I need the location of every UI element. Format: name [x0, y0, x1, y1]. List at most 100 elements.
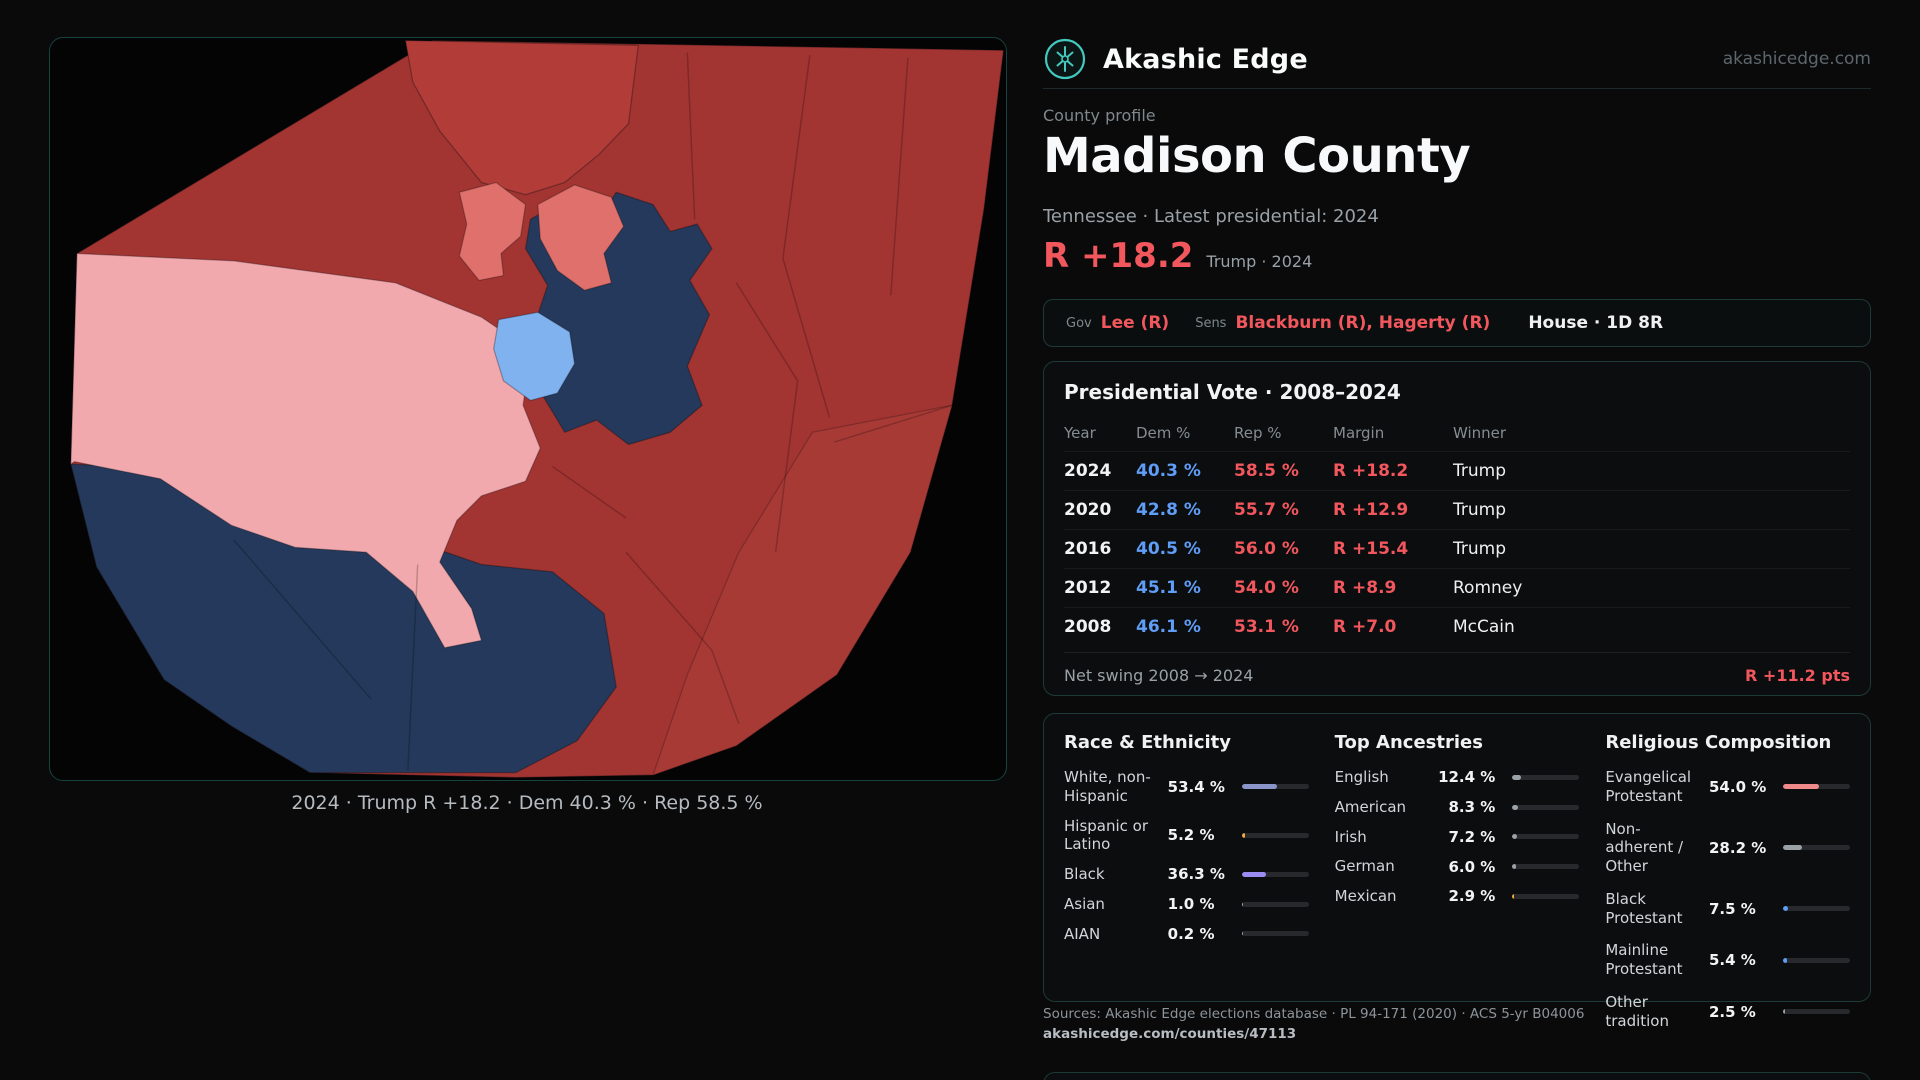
stat-value: 7.5 % — [1709, 899, 1756, 918]
stat-label: American — [1334, 797, 1407, 816]
stat-bar — [1783, 845, 1850, 851]
cell-winner: Trump — [1453, 539, 1507, 559]
stat-bar — [1783, 906, 1850, 911]
stat-label: Irish — [1334, 827, 1367, 846]
cell-rep: 54.0 % — [1234, 578, 1299, 598]
stat-row: AIAN 0.2 % — [1064, 925, 1309, 944]
religion-column: Religious Composition Evangelical Protes… — [1605, 732, 1850, 1044]
cell-year: 2008 — [1064, 617, 1112, 637]
stat-row: German 6.0 % — [1335, 857, 1580, 876]
ancestries-column-title: Top Ancestries — [1334, 732, 1483, 753]
cell-margin: R +7.0 — [1333, 617, 1397, 637]
cell-year: 2016 — [1064, 539, 1112, 559]
stat-value: 36.3 % — [1167, 865, 1225, 884]
net-swing-value: R +11.2 pts — [1745, 666, 1850, 685]
sens-value: Blackburn (R), Hagerty (R) — [1235, 313, 1491, 333]
stat-row: Hispanic or Latino 5.2 % — [1064, 817, 1309, 855]
stat-bar — [1512, 804, 1580, 810]
stat-label: AIAN — [1064, 924, 1101, 943]
sens-label: Sens — [1195, 315, 1227, 331]
stat-row: Non-adherent / Other 28.2 % — [1605, 820, 1850, 876]
kicker-label: County profile — [1043, 106, 1156, 125]
latest-margin-note: Trump · 2024 — [1206, 252, 1313, 271]
stat-row: Black 36.3 % — [1064, 865, 1309, 884]
akashic-edge-logo-icon — [1044, 38, 1086, 80]
stat-value: 7.2 % — [1448, 827, 1496, 846]
stat-value: 53.4 % — [1167, 777, 1225, 796]
stat-row: American 8.3 % — [1335, 798, 1580, 817]
net-swing-row: Net swing 2008 → 2024 R +11.2 pts — [1064, 652, 1850, 685]
region-southeast-rep — [652, 404, 953, 777]
cell-dem: 40.5 % — [1136, 539, 1201, 559]
cell-rep: 55.7 % — [1234, 500, 1299, 520]
table-row: 2016 40.5 % 56.0 % R +15.4 Trump — [1064, 529, 1850, 568]
stat-row: Mexican 2.9 % — [1335, 887, 1580, 906]
stat-value: 1.0 % — [1167, 895, 1215, 914]
table-row: 2012 45.1 % 54.0 % R +8.9 Romney — [1064, 568, 1850, 607]
stat-label: Asian — [1064, 894, 1105, 913]
stat-value: 12.4 % — [1438, 768, 1496, 787]
page-title: Madison County — [1043, 128, 1471, 184]
stat-label: Black — [1064, 865, 1105, 883]
cell-dem: 45.1 % — [1136, 578, 1201, 598]
county-precinct-map-panel — [49, 37, 1007, 781]
cell-margin: R +8.9 — [1333, 578, 1397, 598]
stat-label: German — [1334, 857, 1395, 876]
site-link[interactable]: akashicedge.com — [1722, 49, 1871, 69]
table-row: 2024 40.3 % 58.5 % R +18.2 Trump — [1064, 451, 1850, 490]
cell-rep: 58.5 % — [1234, 461, 1299, 481]
presidential-card-title: Presidential Vote · 2008–2024 — [1064, 380, 1401, 404]
precinct-boundary-lines — [233, 52, 953, 771]
gov-label: Gov — [1066, 315, 1092, 331]
stat-label: Evangelical Protestant — [1605, 768, 1692, 805]
region-salmon-right — [537, 184, 625, 291]
sources-permalink[interactable]: akashicedge.com/counties/47113 — [1043, 1026, 1297, 1042]
stat-bar — [1241, 832, 1309, 838]
stat-value: 54.0 % — [1709, 777, 1767, 796]
stat-bar — [1241, 784, 1309, 790]
col-winner: Winner — [1453, 424, 1507, 442]
cell-year: 2020 — [1064, 500, 1112, 520]
cell-dem: 42.8 % — [1136, 500, 1201, 520]
cell-winner: Romney — [1453, 578, 1523, 598]
next-section-card — [1043, 1072, 1871, 1080]
cell-winner: Trump — [1453, 500, 1507, 520]
sources-line: Sources: Akashic Edge elections database… — [1043, 1006, 1585, 1022]
stat-row: White, non-Hispanic 53.4 % — [1064, 768, 1309, 806]
brand-name: Akashic Edge — [1103, 43, 1308, 75]
stat-value: 6.0 % — [1448, 857, 1496, 876]
stat-label: White, non-Hispanic — [1064, 768, 1151, 805]
demographics-card: Race & Ethnicity White, non-Hispanic 53.… — [1043, 713, 1871, 1030]
stat-value: 2.5 % — [1709, 1002, 1756, 1021]
ancestries-column: Top Ancestries English 12.4 % American 8… — [1335, 732, 1580, 1044]
cell-margin: R +18.2 — [1333, 461, 1409, 481]
stat-bar — [1783, 784, 1850, 790]
stat-bar — [1241, 901, 1309, 907]
stat-bar — [1512, 774, 1580, 780]
cell-dem: 46.1 % — [1136, 617, 1201, 637]
stat-value: 5.4 % — [1709, 951, 1756, 969]
cell-margin: R +12.9 — [1333, 500, 1409, 520]
region-light-blue-dem — [493, 311, 576, 402]
stat-row: English 12.4 % — [1335, 768, 1580, 787]
net-swing-label: Net swing 2008 → 2024 — [1064, 666, 1254, 685]
stat-label: Mainline Protestant — [1605, 941, 1683, 978]
stat-bar — [1512, 864, 1580, 870]
race-ethnicity-column: Race & Ethnicity White, non-Hispanic 53.… — [1064, 732, 1309, 1044]
stat-value: 28.2 % — [1709, 838, 1767, 857]
stat-row: Irish 7.2 % — [1335, 828, 1580, 847]
cell-winner: Trump — [1453, 461, 1507, 481]
stat-row: Evangelical Protestant 54.0 % — [1605, 768, 1850, 806]
table-row: 2008 46.1 % 53.1 % R +7.0 McCain — [1064, 607, 1850, 646]
region-salmon-left — [458, 181, 527, 282]
map-caption: 2024 · Trump R +18.2 · Dem 40.3 % · Rep … — [291, 792, 763, 814]
stat-value: 0.2 % — [1167, 924, 1215, 943]
stat-bar — [1783, 1009, 1850, 1014]
cell-dem: 40.3 % — [1136, 461, 1201, 481]
latest-margin-row: R +18.2 Trump · 2024 — [1043, 236, 1312, 276]
stat-row: Black Protestant 7.5 % — [1605, 890, 1850, 928]
gov-value: Lee (R) — [1100, 313, 1170, 333]
stat-bar — [1512, 893, 1580, 899]
stat-bar — [1241, 931, 1309, 937]
col-rep: Rep % — [1234, 424, 1282, 442]
